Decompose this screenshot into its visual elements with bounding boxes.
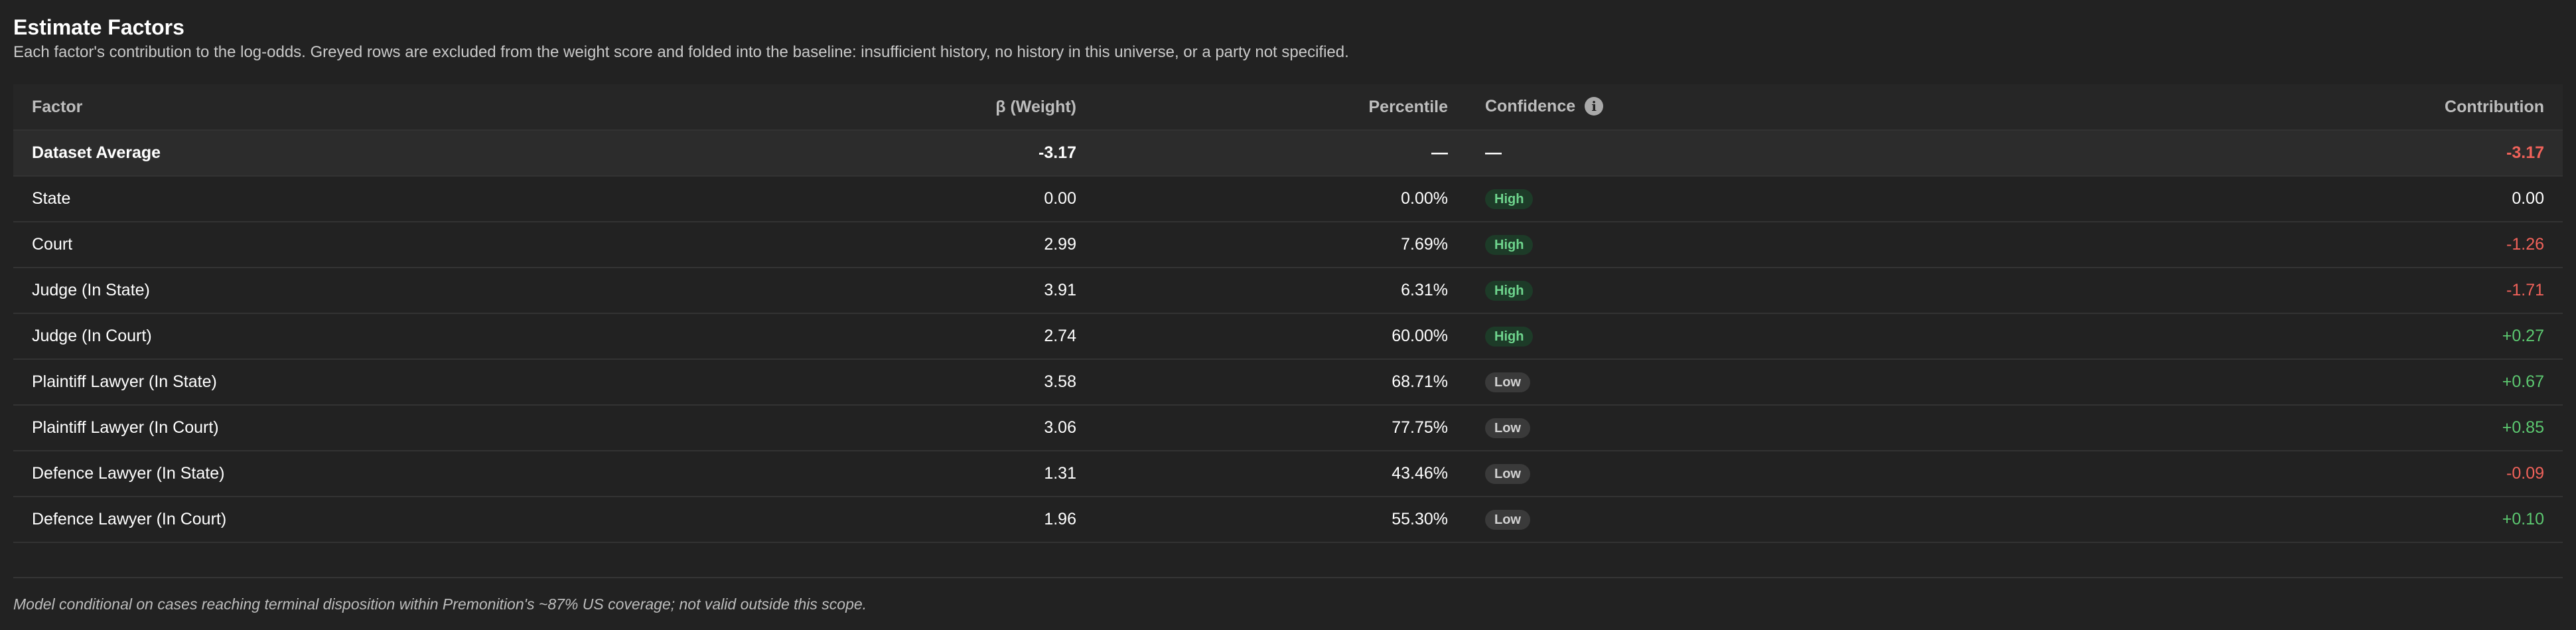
- percentile-cell: 0.00%: [1095, 176, 1467, 222]
- column-header-beta[interactable]: β (Weight): [756, 84, 1095, 131]
- confidence-cell: Low: [1467, 451, 2356, 497]
- confidence-cell: High: [1467, 222, 2356, 268]
- beta-cell: 2.74: [756, 313, 1095, 360]
- contribution-cell: -3.17: [2356, 130, 2563, 177]
- baseline-row: Dataset Average -3.17— — -3.17: [13, 130, 2563, 177]
- percentile-cell: 6.31%: [1095, 268, 1467, 314]
- percentile-cell: 7.69%: [1095, 222, 1467, 268]
- table-header-row: Factor β (Weight) Percentile Confidence i…: [13, 84, 2563, 131]
- column-header-confidence-label: Confidence: [1485, 97, 1576, 116]
- column-header-contribution[interactable]: Contribution: [2356, 84, 2563, 131]
- contribution-cell: +0.10: [2356, 497, 2563, 543]
- table-row: Court 2.99 7.69% High -1.26: [13, 222, 2563, 268]
- percentile-cell: 77.75%: [1095, 405, 1467, 451]
- contribution-cell: +0.67: [2356, 359, 2563, 406]
- confidence-cell: High: [1467, 268, 2356, 314]
- table-row: State 0.00 0.00% High 0.00: [13, 176, 2563, 222]
- factor-cell: Defence Lawyer (In State): [13, 451, 756, 497]
- info-icon[interactable]: i: [1585, 96, 1604, 116]
- factor-cell: Defence Lawyer (In Court): [13, 497, 756, 543]
- percentile-cell: —: [1095, 130, 1467, 177]
- confidence-badge: Low: [1485, 372, 1530, 392]
- confidence-cell: Low: [1467, 497, 2356, 543]
- confidence-badge: Low: [1485, 510, 1530, 530]
- percentile-cell: 60.00%: [1095, 313, 1467, 360]
- column-header-percentile[interactable]: Percentile: [1095, 84, 1467, 131]
- beta-cell: 3.91: [756, 268, 1095, 314]
- beta-cell: 1.96: [756, 497, 1095, 543]
- contribution-cell: 0.00: [2356, 176, 2563, 222]
- beta-cell: 0.00: [756, 176, 1095, 222]
- factors-table: Factor β (Weight) Percentile Confidence i…: [13, 84, 2563, 543]
- confidence-badge: Low: [1485, 464, 1530, 484]
- confidence-badge: High: [1485, 281, 1534, 301]
- table-row: Plaintiff Lawyer (In Court) 3.06 77.75% Low…: [13, 405, 2563, 451]
- table-row: Judge (In State) 3.91 6.31% High -1.71: [13, 268, 2563, 314]
- confidence-cell: —: [1467, 130, 2356, 177]
- factor-cell: Dataset Average: [13, 130, 756, 177]
- confidence-cell: High: [1467, 313, 2356, 360]
- confidence-cell: Low: [1467, 405, 2356, 451]
- table-row: Defence Lawyer (In State) 1.31 43.46% Low -0…: [13, 451, 2563, 497]
- contribution-cell: +0.27: [2356, 313, 2563, 360]
- factor-cell: Plaintiff Lawyer (In State): [13, 359, 756, 406]
- factor-cell: Judge (In Court): [13, 313, 756, 360]
- factors-table-body: Dataset Average -3.17— — -3.17 State 0.00 0.00…: [13, 130, 2563, 543]
- percentile-cell: 55.30%: [1095, 497, 1467, 543]
- table-row: Plaintiff Lawyer (In State) 3.58 68.71% Low…: [13, 359, 2563, 406]
- confidence-badge: High: [1485, 189, 1534, 209]
- panel-title: Estimate Factors: [13, 15, 184, 39]
- column-header-factor[interactable]: Factor: [13, 84, 756, 131]
- contribution-cell: -1.26: [2356, 222, 2563, 268]
- confidence-badge: Low: [1485, 418, 1530, 438]
- footer-divider: [13, 577, 2563, 578]
- table-row: Defence Lawyer (In Court) 1.96 55.30% Low +0…: [13, 497, 2563, 543]
- footnote: Model conditional on cases reaching term…: [13, 595, 867, 613]
- beta-cell: -3.17: [756, 130, 1095, 177]
- contribution-cell: -0.09: [2356, 451, 2563, 497]
- beta-cell: 3.06: [756, 405, 1095, 451]
- percentile-cell: 68.71%: [1095, 359, 1467, 406]
- confidence-badge: High: [1485, 235, 1534, 255]
- factor-cell: Court: [13, 222, 756, 268]
- percentile-cell: 43.46%: [1095, 451, 1467, 497]
- confidence-badge: High: [1485, 327, 1534, 347]
- contribution-cell: +0.85: [2356, 405, 2563, 451]
- table-row: Judge (In Court) 2.74 60.00% High +0.27: [13, 313, 2563, 360]
- panel-subtitle: Each factor's contribution to the log-od…: [13, 43, 1349, 61]
- factor-cell: Plaintiff Lawyer (In Court): [13, 405, 756, 451]
- factor-cell: Judge (In State): [13, 268, 756, 314]
- beta-cell: 2.99: [756, 222, 1095, 268]
- beta-cell: 3.58: [756, 359, 1095, 406]
- confidence-cell: High: [1467, 176, 2356, 222]
- factor-cell: State: [13, 176, 756, 222]
- contribution-cell: -1.71: [2356, 268, 2563, 314]
- beta-cell: 1.31: [756, 451, 1095, 497]
- column-header-confidence[interactable]: Confidence i: [1467, 84, 2356, 131]
- confidence-cell: Low: [1467, 359, 2356, 406]
